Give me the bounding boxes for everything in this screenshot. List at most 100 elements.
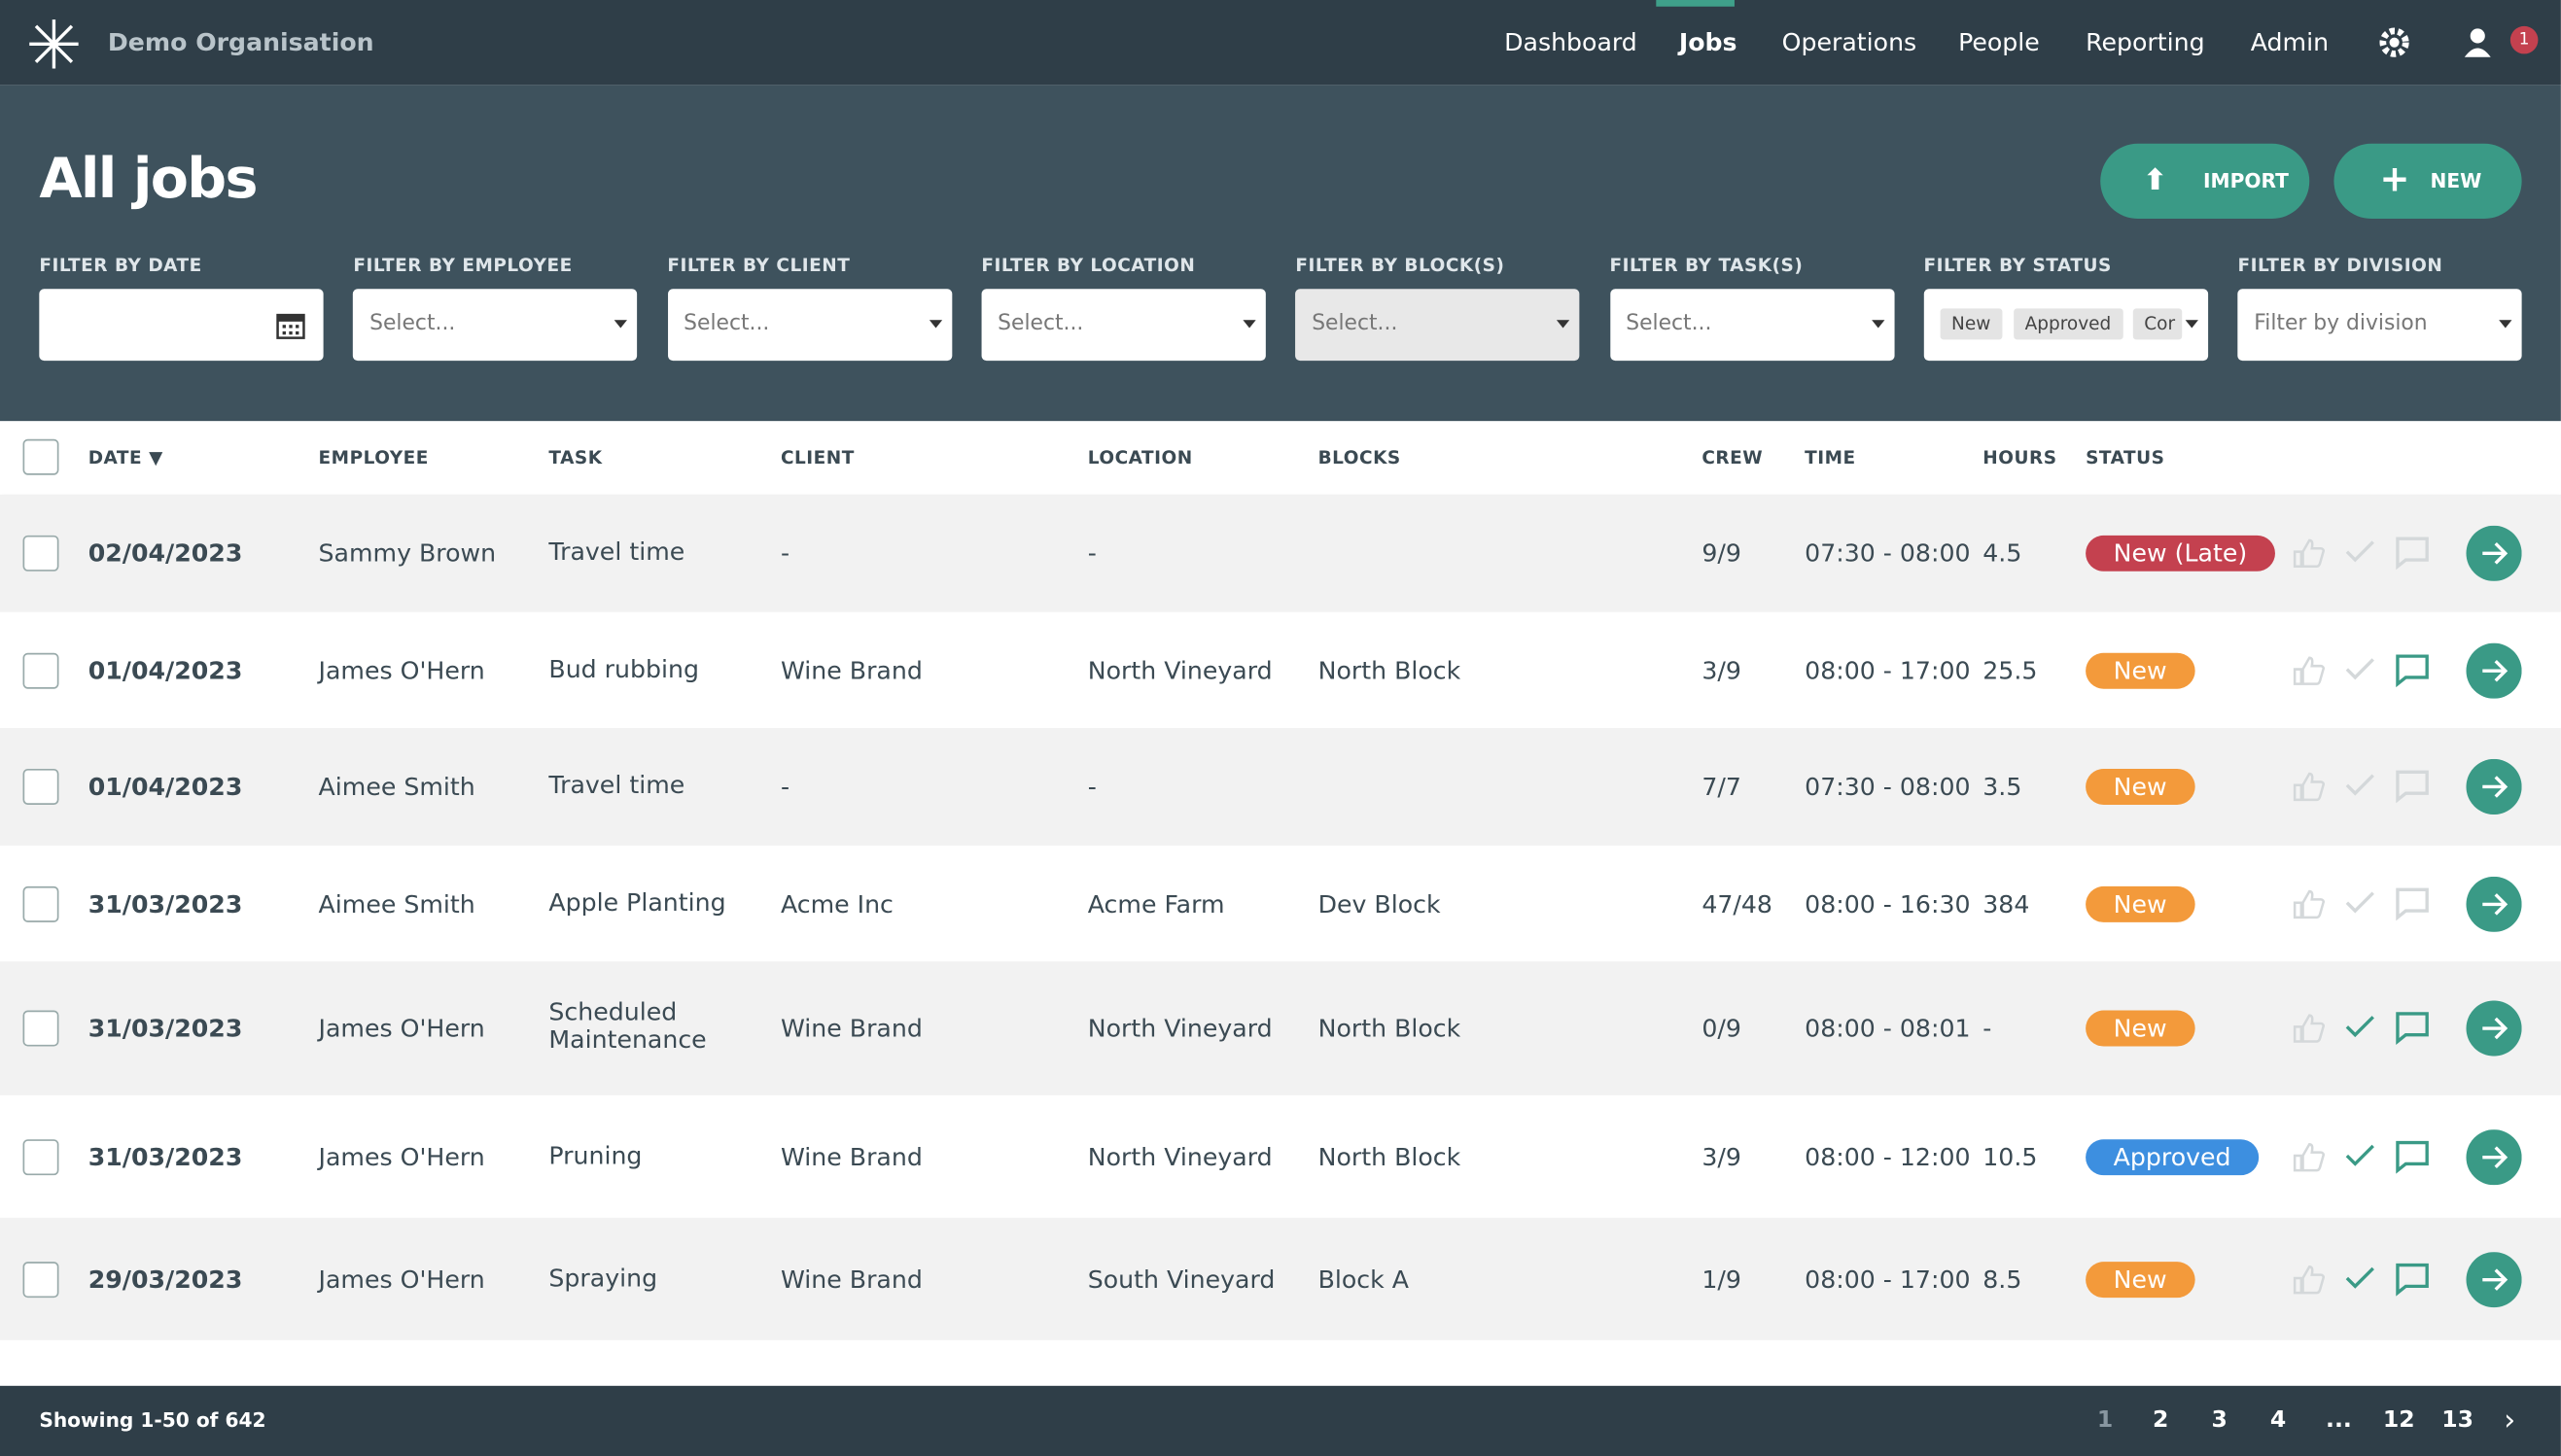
row-checkbox[interactable]	[23, 1011, 59, 1047]
column-header[interactable]: LOCATION	[1088, 447, 1193, 468]
cell-text: Bud rubbing	[548, 655, 728, 683]
open-job-button[interactable]	[2466, 876, 2521, 931]
cell-text: -	[1982, 1014, 1991, 1043]
comment-icon[interactable]	[2395, 1011, 2431, 1047]
cell-text: 9/9	[1701, 538, 1741, 568]
filter-box[interactable]: Select...	[1295, 289, 1579, 361]
column-header[interactable]: STATUS	[2086, 447, 2164, 468]
page-link[interactable]: 1	[2097, 1407, 2113, 1434]
open-job-button[interactable]	[2466, 642, 2521, 698]
approve-icon[interactable]	[2345, 1265, 2374, 1291]
cell-text: 07:30 - 08:00	[1805, 538, 1970, 568]
filter-box[interactable]: Select...	[667, 289, 951, 361]
row-checkbox[interactable]	[23, 1138, 59, 1174]
footer: Showing 1-50 of 642 › 1234...1213	[0, 1386, 2561, 1456]
new-button[interactable]: +NEW	[2333, 144, 2521, 219]
row-checkbox[interactable]	[23, 652, 59, 688]
comment-icon[interactable]	[2395, 1261, 2431, 1297]
comment-icon[interactable]	[2395, 652, 2431, 688]
page-link[interactable]: 2	[2153, 1407, 2168, 1434]
notification-badge[interactable]: 1	[2510, 26, 2539, 54]
cell-text: James O'Hern	[319, 1014, 485, 1043]
open-job-button[interactable]	[2466, 1000, 2521, 1056]
comment-icon[interactable]	[2395, 1138, 2431, 1174]
cell-text: North Block	[1318, 655, 1461, 684]
import-button[interactable]: ⬆IMPORT	[2100, 144, 2309, 219]
filter-box[interactable]: Select...	[1609, 289, 1893, 361]
open-job-button[interactable]	[2466, 526, 2521, 581]
like-icon[interactable]	[2292, 654, 2328, 687]
nav-link[interactable]: Jobs	[1679, 28, 1737, 57]
cell-text: 47/48	[1701, 888, 1772, 918]
cell-text: 384	[1982, 888, 2029, 918]
column-header[interactable]: HOURS	[1982, 447, 2056, 468]
cell-text: 3/9	[1701, 655, 1741, 684]
like-icon[interactable]	[2292, 771, 2328, 804]
cell-text: -	[781, 538, 789, 568]
page-link[interactable]: 4	[2270, 1407, 2286, 1434]
filter-placeholder: Select...	[1312, 312, 1397, 336]
approve-icon[interactable]	[2345, 538, 2374, 565]
filter-box[interactable]: Select...	[981, 289, 1265, 361]
page-link[interactable]: ...	[2326, 1407, 2352, 1434]
dropdown-caret	[2499, 320, 2511, 329]
open-job-button[interactable]	[2466, 759, 2521, 815]
page-link[interactable]: 13	[2441, 1407, 2473, 1434]
approve-icon[interactable]	[2345, 772, 2374, 798]
nav-link[interactable]: Operations	[1782, 28, 1917, 57]
comment-icon[interactable]	[2395, 769, 2431, 805]
approve-icon[interactable]	[2345, 888, 2374, 915]
like-icon[interactable]	[2292, 1263, 2328, 1296]
column-header[interactable]: EMPLOYEE	[319, 447, 429, 468]
cell-text: Block A	[1318, 1265, 1409, 1294]
cell-text: Aimee Smith	[319, 772, 475, 801]
cell-text: Scheduled Maintenance	[548, 999, 728, 1055]
cell-text: 08:00 - 17:00	[1805, 1265, 1970, 1294]
row-checkbox[interactable]	[23, 536, 59, 572]
nav-link[interactable]: Admin	[2251, 28, 2329, 57]
column-header[interactable]: BLOCKS	[1318, 447, 1401, 468]
page-link[interactable]: 12	[2383, 1407, 2415, 1434]
filter-box[interactable]	[39, 289, 323, 361]
status-badge: New	[2086, 885, 2194, 921]
cell-text: Aimee Smith	[319, 888, 475, 918]
cell-text: North Block	[1318, 1014, 1461, 1043]
calendar-icon[interactable]	[276, 310, 305, 339]
filter-box[interactable]: NewApprovedCor	[1923, 289, 2207, 361]
row-checkbox[interactable]	[23, 769, 59, 805]
page-link[interactable]: 3	[2211, 1407, 2227, 1434]
like-icon[interactable]	[2292, 1012, 2328, 1045]
filter-box[interactable]: Filter by division	[2237, 289, 2521, 361]
nav-link[interactable]: Reporting	[2086, 28, 2204, 57]
comment-icon[interactable]	[2395, 885, 2431, 921]
user-icon[interactable]	[2461, 26, 2494, 59]
status-badge: Approved	[2086, 1138, 2259, 1174]
row-checkbox[interactable]	[23, 885, 59, 921]
select-all-checkbox[interactable]	[23, 439, 59, 475]
approve-icon[interactable]	[2345, 1014, 2374, 1040]
filter-box[interactable]: Select...	[353, 289, 637, 361]
column-header[interactable]: TIME	[1805, 447, 1856, 468]
open-job-button[interactable]	[2466, 1128, 2521, 1184]
cell-text: North Vineyard	[1088, 1142, 1273, 1171]
row-checkbox[interactable]	[23, 1261, 59, 1297]
status-badge: New	[2086, 1011, 2194, 1047]
column-header[interactable]: DATE ▼	[88, 447, 163, 468]
like-icon[interactable]	[2292, 537, 2328, 571]
comment-icon[interactable]	[2395, 536, 2431, 572]
approve-icon[interactable]	[2345, 655, 2374, 681]
like-icon[interactable]	[2292, 887, 2328, 920]
filter-placeholder: Select...	[1626, 312, 1711, 336]
nav-link[interactable]: People	[1958, 28, 2040, 57]
like-icon[interactable]	[2292, 1140, 2328, 1173]
cell-text: 08:00 - 08:01	[1805, 1014, 1970, 1043]
nav-link[interactable]: Dashboard	[1504, 28, 1637, 57]
column-header[interactable]: CREW	[1701, 447, 1763, 468]
column-header[interactable]: TASK	[548, 447, 602, 468]
filter-label: FILTER BY LOCATION	[981, 255, 1195, 276]
open-job-button[interactable]	[2466, 1251, 2521, 1306]
settings-icon[interactable]	[2376, 24, 2412, 60]
approve-icon[interactable]	[2345, 1142, 2374, 1168]
column-header[interactable]: CLIENT	[781, 447, 855, 468]
next-page[interactable]: ›	[2504, 1404, 2515, 1438]
